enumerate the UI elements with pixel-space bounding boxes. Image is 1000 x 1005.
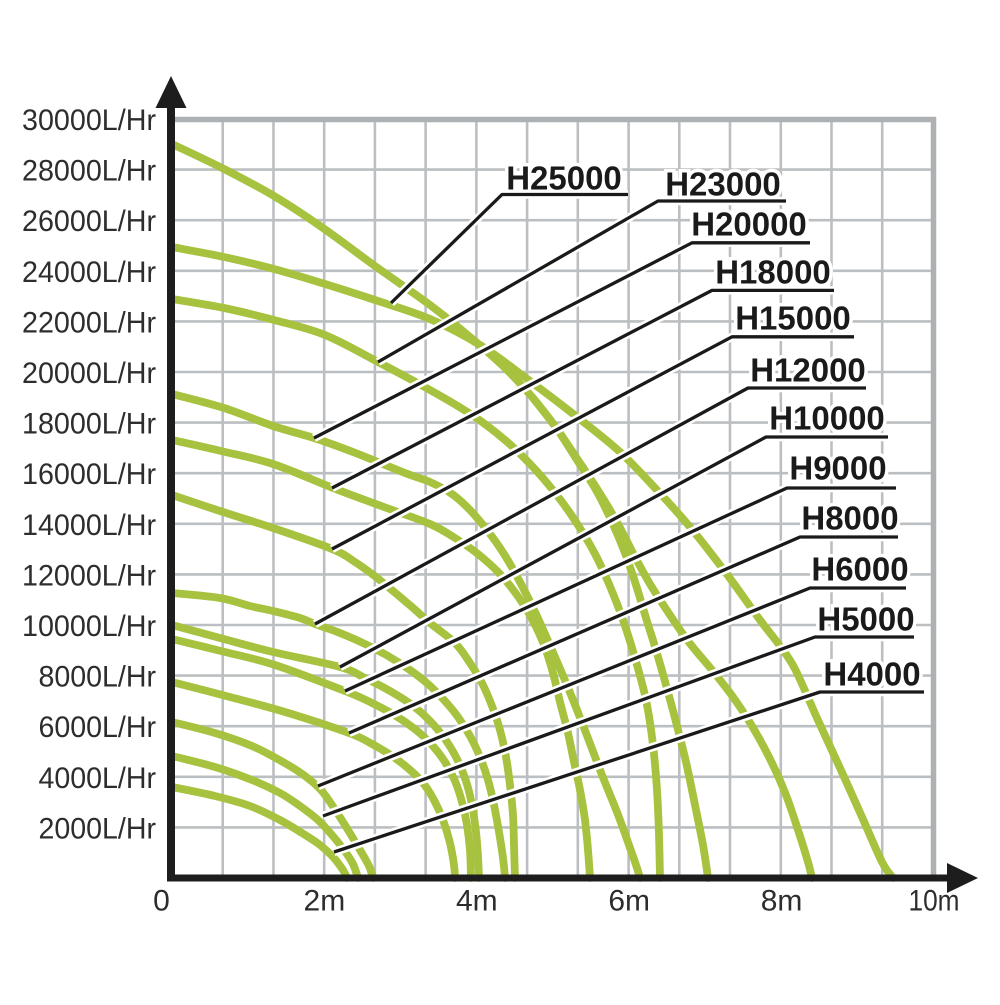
svg-text:H9000: H9000 — [789, 450, 886, 487]
svg-text:H18000: H18000 — [715, 254, 831, 291]
svg-text:H5000: H5000 — [817, 601, 914, 638]
svg-text:22000L/Hr: 22000L/Hr — [22, 306, 156, 339]
svg-text:6m: 6m — [608, 885, 650, 918]
svg-text:H10000: H10000 — [769, 400, 885, 437]
svg-text:20000L/Hr: 20000L/Hr — [22, 357, 156, 390]
svg-text:12000L/Hr: 12000L/Hr — [22, 559, 156, 592]
svg-text:H15000: H15000 — [735, 300, 851, 337]
svg-text:H8000: H8000 — [801, 500, 898, 537]
svg-text:0: 0 — [153, 885, 170, 918]
svg-text:2000L/Hr: 2000L/Hr — [39, 812, 157, 845]
svg-text:8m: 8m — [761, 885, 803, 918]
svg-text:14000L/Hr: 14000L/Hr — [22, 509, 156, 542]
svg-text:16000L/Hr: 16000L/Hr — [22, 458, 156, 491]
svg-text:2m: 2m — [304, 885, 346, 918]
svg-text:24000L/Hr: 24000L/Hr — [22, 256, 156, 289]
svg-text:8000L/Hr: 8000L/Hr — [39, 661, 157, 694]
svg-text:4m: 4m — [456, 885, 498, 918]
svg-text:H4000: H4000 — [823, 656, 920, 693]
svg-text:H12000: H12000 — [750, 352, 866, 389]
svg-text:H6000: H6000 — [811, 551, 908, 588]
svg-text:10000L/Hr: 10000L/Hr — [22, 610, 156, 643]
svg-text:18000L/Hr: 18000L/Hr — [22, 408, 156, 441]
svg-text:6000L/Hr: 6000L/Hr — [39, 711, 157, 744]
svg-text:28000L/Hr: 28000L/Hr — [22, 155, 156, 188]
svg-text:H20000: H20000 — [691, 206, 807, 243]
svg-text:30000L/Hr: 30000L/Hr — [22, 104, 156, 137]
svg-text:10m: 10m — [909, 885, 960, 918]
svg-text:26000L/Hr: 26000L/Hr — [22, 205, 156, 238]
svg-text:4000L/Hr: 4000L/Hr — [39, 762, 157, 795]
